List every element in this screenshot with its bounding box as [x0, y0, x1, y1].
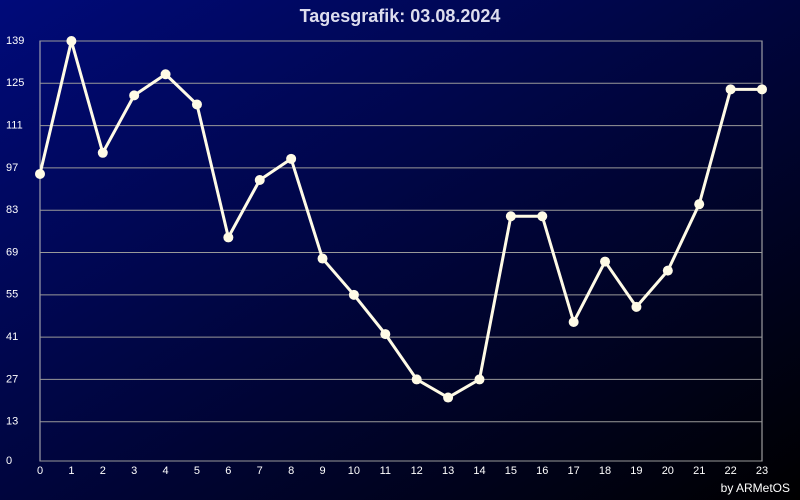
y-tick-label: 125 — [6, 77, 24, 89]
x-tick-label: 8 — [288, 465, 294, 477]
y-tick-label: 41 — [6, 331, 18, 343]
data-point — [443, 392, 454, 403]
data-point — [380, 329, 391, 340]
data-point — [348, 289, 359, 300]
x-tick-label: 2 — [100, 465, 106, 477]
y-tick-label: 111 — [6, 120, 23, 132]
x-tick-label: 17 — [568, 465, 580, 477]
y-tick-label: 97 — [6, 162, 18, 174]
data-point — [66, 36, 77, 46]
data-point — [411, 374, 422, 385]
data-point — [757, 84, 767, 95]
data-point — [286, 153, 297, 164]
chart-title: Tagesgrafik: 03.08.2024 — [300, 6, 501, 26]
x-tick-label: 5 — [194, 465, 200, 477]
x-tick-label: 7 — [257, 465, 263, 477]
data-point — [191, 99, 202, 110]
x-tick-label: 3 — [131, 465, 137, 477]
data-point — [129, 90, 140, 101]
x-tick-label: 21 — [693, 465, 705, 477]
data-point — [97, 147, 108, 158]
x-tick-label: 22 — [724, 465, 736, 477]
x-tick-label: 12 — [411, 465, 423, 477]
y-tick-label: 55 — [6, 289, 18, 301]
data-point — [474, 374, 485, 385]
y-tick-label: 69 — [6, 246, 18, 258]
data-point — [223, 232, 234, 243]
data-point — [317, 253, 328, 264]
data-point — [725, 84, 736, 95]
data-point — [254, 174, 265, 185]
x-tick-label: 15 — [505, 465, 517, 477]
y-tick-label: 83 — [6, 204, 18, 216]
x-tick-label: 13 — [442, 465, 454, 477]
y-tick-label: 0 — [6, 455, 12, 467]
x-tick-label: 23 — [756, 465, 768, 477]
data-point — [694, 199, 705, 210]
x-tick-label: 19 — [630, 465, 642, 477]
y-tick-label: 139 — [6, 35, 24, 47]
data-point — [662, 265, 673, 276]
data-point — [568, 317, 579, 328]
x-tick-label: 18 — [599, 465, 611, 477]
data-point — [160, 69, 171, 80]
x-tick-label: 10 — [348, 465, 360, 477]
data-point — [631, 301, 642, 312]
x-tick-label: 9 — [319, 465, 325, 477]
x-tick-label: 11 — [380, 465, 391, 477]
series-line — [38, 39, 762, 400]
x-tick-label: 0 — [37, 465, 43, 477]
data-point — [505, 211, 516, 222]
x-tick-label: 20 — [662, 465, 674, 477]
x-tick-label: 16 — [536, 465, 548, 477]
x-tick-label: 1 — [68, 465, 74, 477]
x-tick-label: 6 — [225, 465, 231, 477]
data-point — [600, 256, 611, 267]
x-tick-label: 14 — [473, 465, 485, 477]
data-point — [537, 211, 548, 222]
x-tick-label: 4 — [163, 465, 169, 477]
y-tick-label: 27 — [6, 373, 18, 385]
data-point — [35, 168, 45, 179]
footer: by ARMetOS — [721, 481, 790, 495]
y-tick-label: 13 — [6, 416, 18, 428]
